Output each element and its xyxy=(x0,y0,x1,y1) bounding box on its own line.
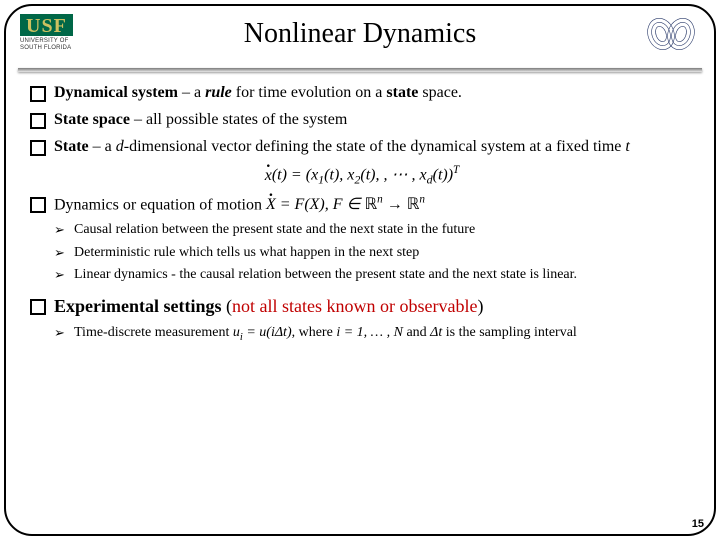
usf-subtitle-2: SOUTH FLORIDA xyxy=(20,45,100,51)
term: Dynamical system xyxy=(54,84,178,101)
header: USF UNIVERSITY OF SOUTH FLORIDA Nonlinea… xyxy=(6,6,714,66)
bullet-state: State – a d-dimensional vector defining … xyxy=(30,136,694,157)
content: Dynamical system – a rule for time evolu… xyxy=(6,72,714,345)
sub-discrete-measurement: Time-discrete measurement ui = u(iΔt), w… xyxy=(30,324,694,345)
page-title: Nonlinear Dynamics xyxy=(18,12,702,50)
term: State xyxy=(54,138,89,155)
term: State space xyxy=(54,111,130,128)
term: Experimental settings xyxy=(54,296,221,316)
slide-frame: USF UNIVERSITY OF SOUTH FLORIDA Nonlinea… xyxy=(4,4,716,536)
page-number: 15 xyxy=(692,518,704,530)
equation-state-vector: x(t) = (x1(t), x2(t), , ⋯ , xd(t))T xyxy=(30,163,694,188)
butterfly-icon xyxy=(644,12,698,56)
bullet-dynamical-system: Dynamical system – a rule for time evolu… xyxy=(30,82,694,103)
usf-logo: USF UNIVERSITY OF SOUTH FLORIDA xyxy=(20,14,100,51)
usf-badge: USF xyxy=(20,14,73,36)
bullet-state-space: State space – all possible states of the… xyxy=(30,109,694,130)
sub-causal: Causal relation between the present stat… xyxy=(30,221,694,239)
sub-deterministic: Deterministic rule which tells us what h… xyxy=(30,244,694,262)
bullet-dynamics: Dynamics or equation of motion X = F(X),… xyxy=(30,193,694,215)
bullet-experimental: Experimental settings (not all states kn… xyxy=(30,295,694,319)
usf-subtitle-1: UNIVERSITY OF xyxy=(20,38,100,44)
sub-linear: Linear dynamics - the causal relation be… xyxy=(30,266,694,284)
